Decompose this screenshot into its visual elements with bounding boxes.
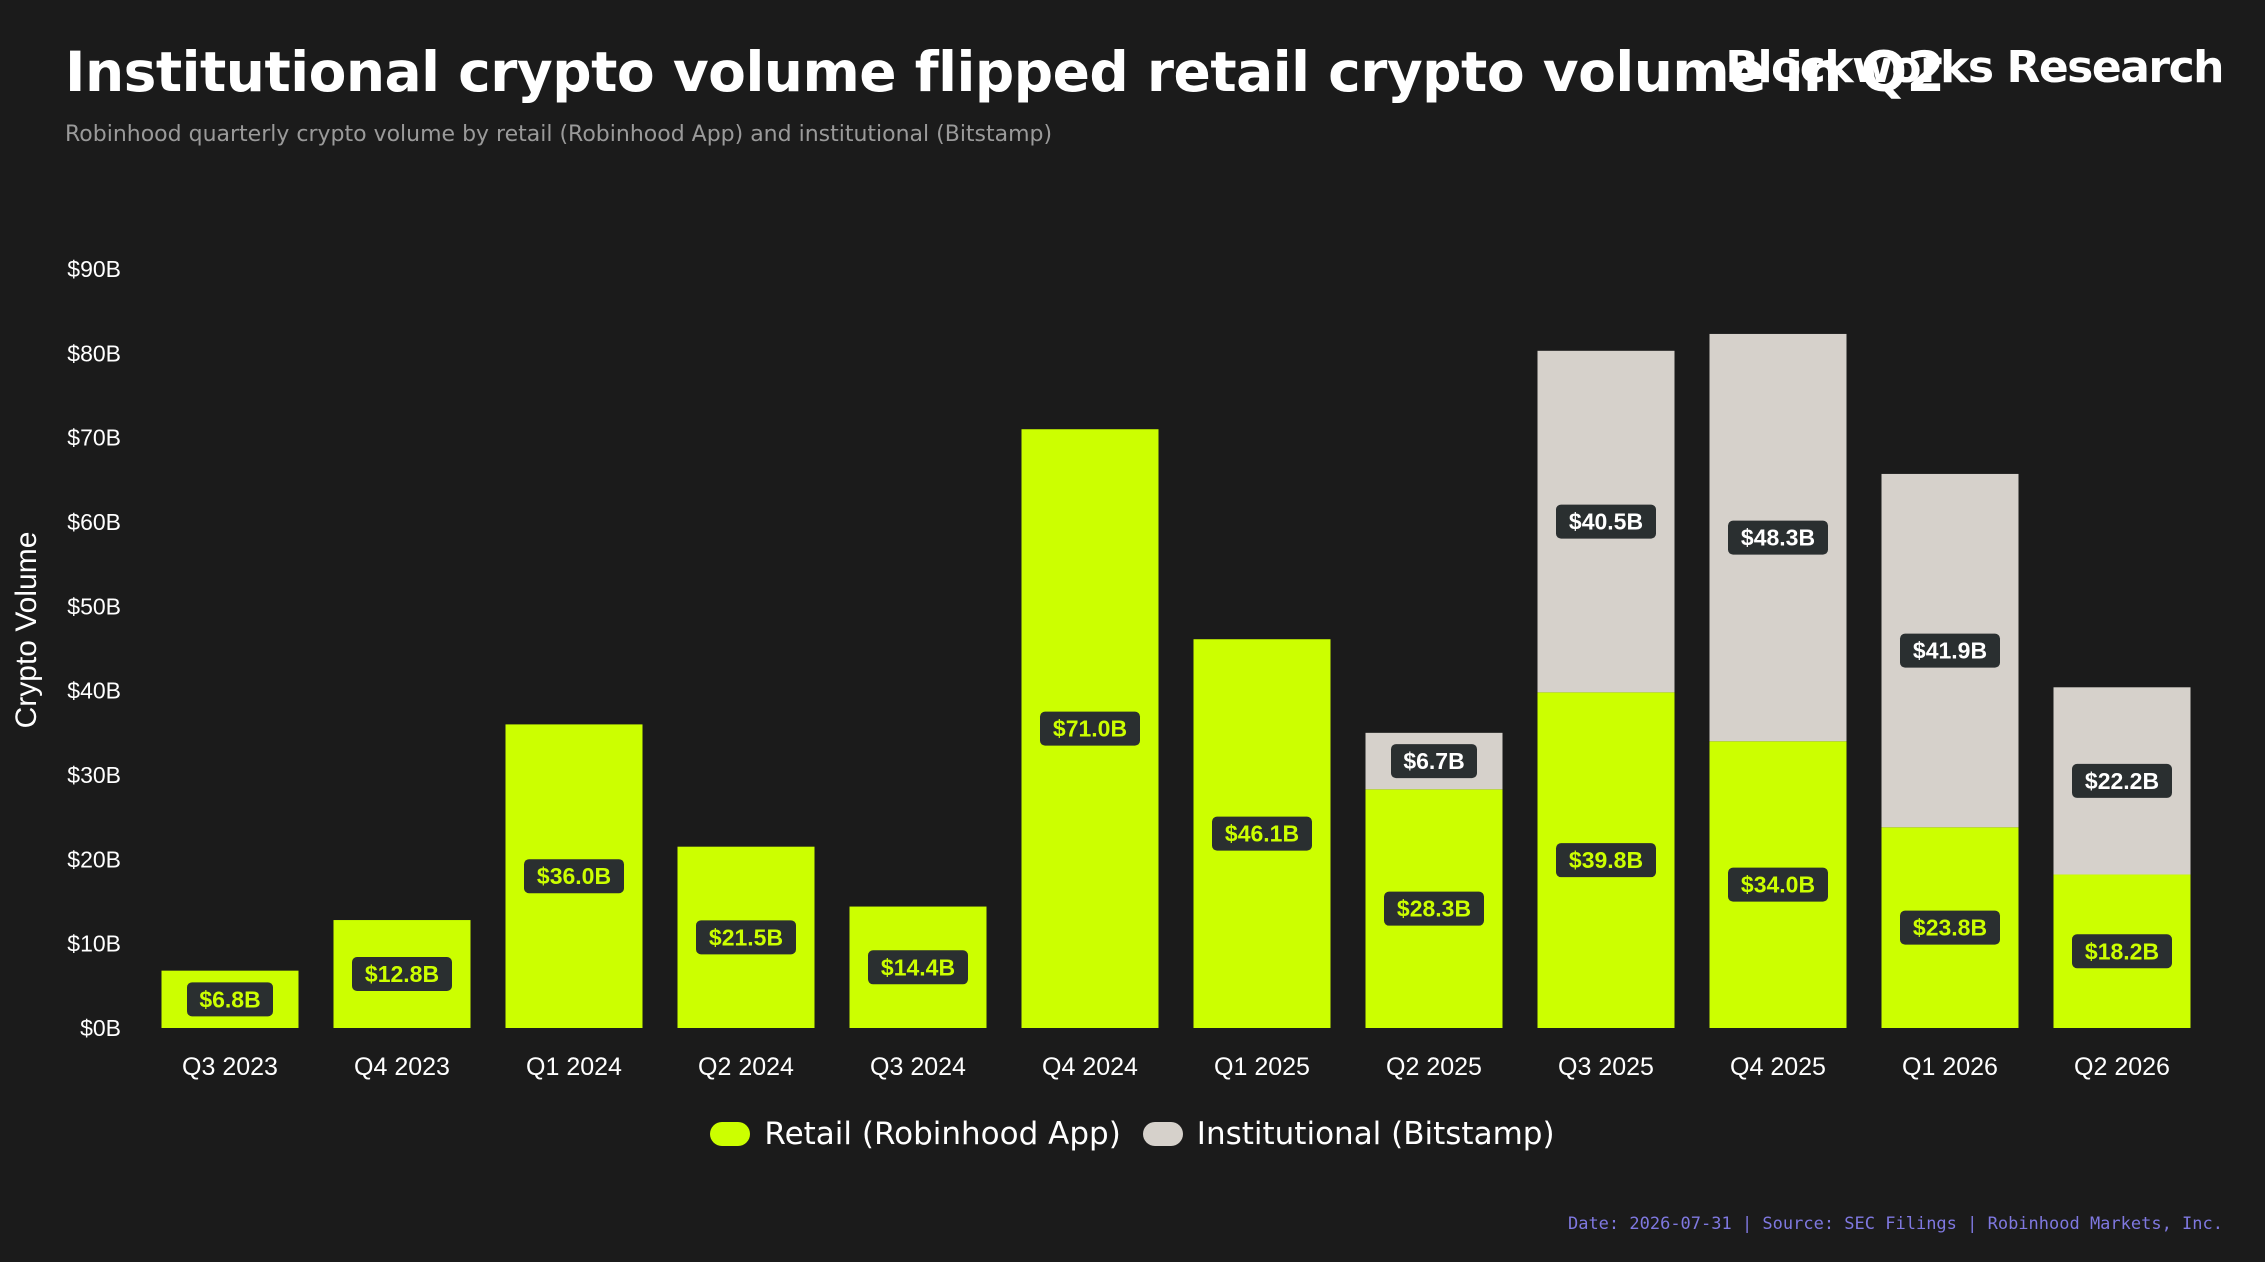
data-label-text: $34.0B [1741, 872, 1815, 898]
data-label-bg [187, 982, 273, 1017]
data-label-bg [1728, 867, 1828, 902]
data-label-text: $14.4B [881, 954, 955, 980]
data-label-text: $6.7B [1403, 748, 1464, 774]
y-tick-label: $60B [67, 509, 121, 535]
data-label-bg [696, 920, 796, 955]
data-label-institutional: $41.9B [1900, 633, 2000, 668]
data-label-retail: $23.8B [1900, 910, 2000, 945]
data-label-retail: $14.4B [868, 950, 968, 985]
data-label-retail: $34.0B [1728, 867, 1828, 902]
data-label-institutional: $40.5B [1556, 504, 1656, 539]
x-tick-label: Q2 2025 [1386, 1053, 1482, 1081]
x-tick-label: Q2 2026 [2074, 1053, 2170, 1081]
y-tick-label: $90B [67, 256, 121, 282]
y-tick-label: $30B [67, 762, 121, 788]
y-tick-label: $80B [67, 340, 121, 366]
data-label-text: $6.8B [199, 986, 260, 1012]
x-axis: Q3 2023 Q4 2023 Q1 2024 Q2 2024 Q3 2024 Q4 20… [182, 1053, 2170, 1081]
x-tick-label: Q1 2026 [1902, 1053, 1998, 1081]
data-label-bg [1384, 891, 1484, 926]
data-label-retail: $28.3B [1384, 891, 1484, 926]
data-label-bg [1556, 504, 1656, 539]
chart-title: Institutional crypto volume flipped reta… [65, 40, 1945, 104]
data-label-bg [868, 950, 968, 985]
data-label-institutional: $48.3B [1728, 520, 1828, 555]
data-label-bg [1900, 633, 2000, 668]
data-label-retail: $18.2B [2072, 934, 2172, 969]
y-axis: $0B $10B $20B $30B $40B $50B $60B $70B $80B $90B [67, 256, 121, 1041]
legend-item-institutional: Institutional (Bitstamp) [1142, 1116, 1555, 1152]
y-tick-label: $10B [67, 931, 121, 957]
x-tick-label: Q3 2023 [182, 1053, 278, 1081]
data-label-institutional: $6.7B [1391, 744, 1477, 779]
x-tick-label: Q1 2025 [1214, 1053, 1310, 1081]
data-label-text: $36.0B [537, 863, 611, 889]
source-footer: Date: 2026-07-31 | Source: SEC Filings |… [1567, 1214, 2223, 1234]
data-label-bg [1040, 711, 1140, 746]
data-label-retail: $36.0B [524, 859, 624, 894]
x-tick-label: Q4 2024 [1042, 1053, 1138, 1081]
data-label-text: $46.1B [1225, 821, 1299, 847]
data-label-retail: $6.8B [187, 982, 273, 1017]
legend-item-retail: Retail (Robinhood App) [710, 1116, 1121, 1152]
data-label-text: $39.8B [1569, 847, 1643, 873]
data-label-bg [2072, 934, 2172, 969]
data-label-retail: $39.8B [1556, 843, 1656, 878]
legend-swatch-retail [710, 1122, 751, 1146]
data-label-bg [524, 859, 624, 894]
data-label-retail: $21.5B [696, 920, 796, 955]
x-tick-label: Q4 2023 [354, 1053, 450, 1081]
legend: Retail (Robinhood App) Institutional (Bi… [0, 1116, 2265, 1152]
y-tick-label: $50B [67, 593, 121, 619]
data-label-bg [2072, 763, 2172, 798]
y-tick-label: $70B [67, 425, 121, 451]
data-label-text: $48.3B [1741, 525, 1815, 551]
data-label-retail: $12.8B [352, 957, 452, 992]
x-tick-label: Q2 2024 [698, 1053, 794, 1081]
data-label-retail: $71.0B [1040, 711, 1140, 746]
data-label-bg [1728, 520, 1828, 555]
data-label-text: $18.2B [2085, 938, 2159, 964]
data-label-text: $40.5B [1569, 509, 1643, 535]
data-label-text: $12.8B [365, 961, 439, 987]
data-label-text: $21.5B [709, 924, 783, 950]
data-label-bg [1900, 910, 2000, 945]
bars: $6.8B $12.8B $36.0B $21.5B $14.4B $71.0B $46.1… [161, 333, 2191, 1028]
legend-label-retail: Retail (Robinhood App) [764, 1116, 1121, 1152]
data-label-retail: $46.1B [1212, 816, 1312, 851]
y-tick-label: $0B [80, 1015, 121, 1041]
y-tick-label: $20B [67, 846, 121, 872]
data-label-text: $71.0B [1053, 716, 1127, 742]
data-label-institutional: $22.2B [2072, 763, 2172, 798]
y-tick-label: $40B [67, 678, 121, 704]
x-tick-label: Q4 2025 [1730, 1053, 1826, 1081]
chart-subtitle: Robinhood quarterly crypto volume by ret… [65, 122, 1053, 147]
brand-logo: Blockworks Research [1725, 42, 2224, 93]
data-label-text: $23.8B [1913, 915, 1987, 941]
y-axis-label: Crypto Volume [10, 532, 43, 729]
legend-label-institutional: Institutional (Bitstamp) [1196, 1116, 1555, 1152]
data-label-bg [1556, 843, 1656, 878]
legend-swatch-institutional [1142, 1122, 1183, 1146]
data-label-text: $22.2B [2085, 768, 2159, 794]
data-label-text: $41.9B [1913, 638, 1987, 664]
x-tick-label: Q1 2024 [526, 1053, 622, 1081]
data-label-text: $28.3B [1397, 896, 1471, 922]
data-label-bg [1212, 816, 1312, 851]
data-label-bg [1391, 744, 1477, 779]
data-label-bg [352, 957, 452, 992]
x-tick-label: Q3 2024 [870, 1053, 966, 1081]
x-tick-label: Q3 2025 [1558, 1053, 1654, 1081]
